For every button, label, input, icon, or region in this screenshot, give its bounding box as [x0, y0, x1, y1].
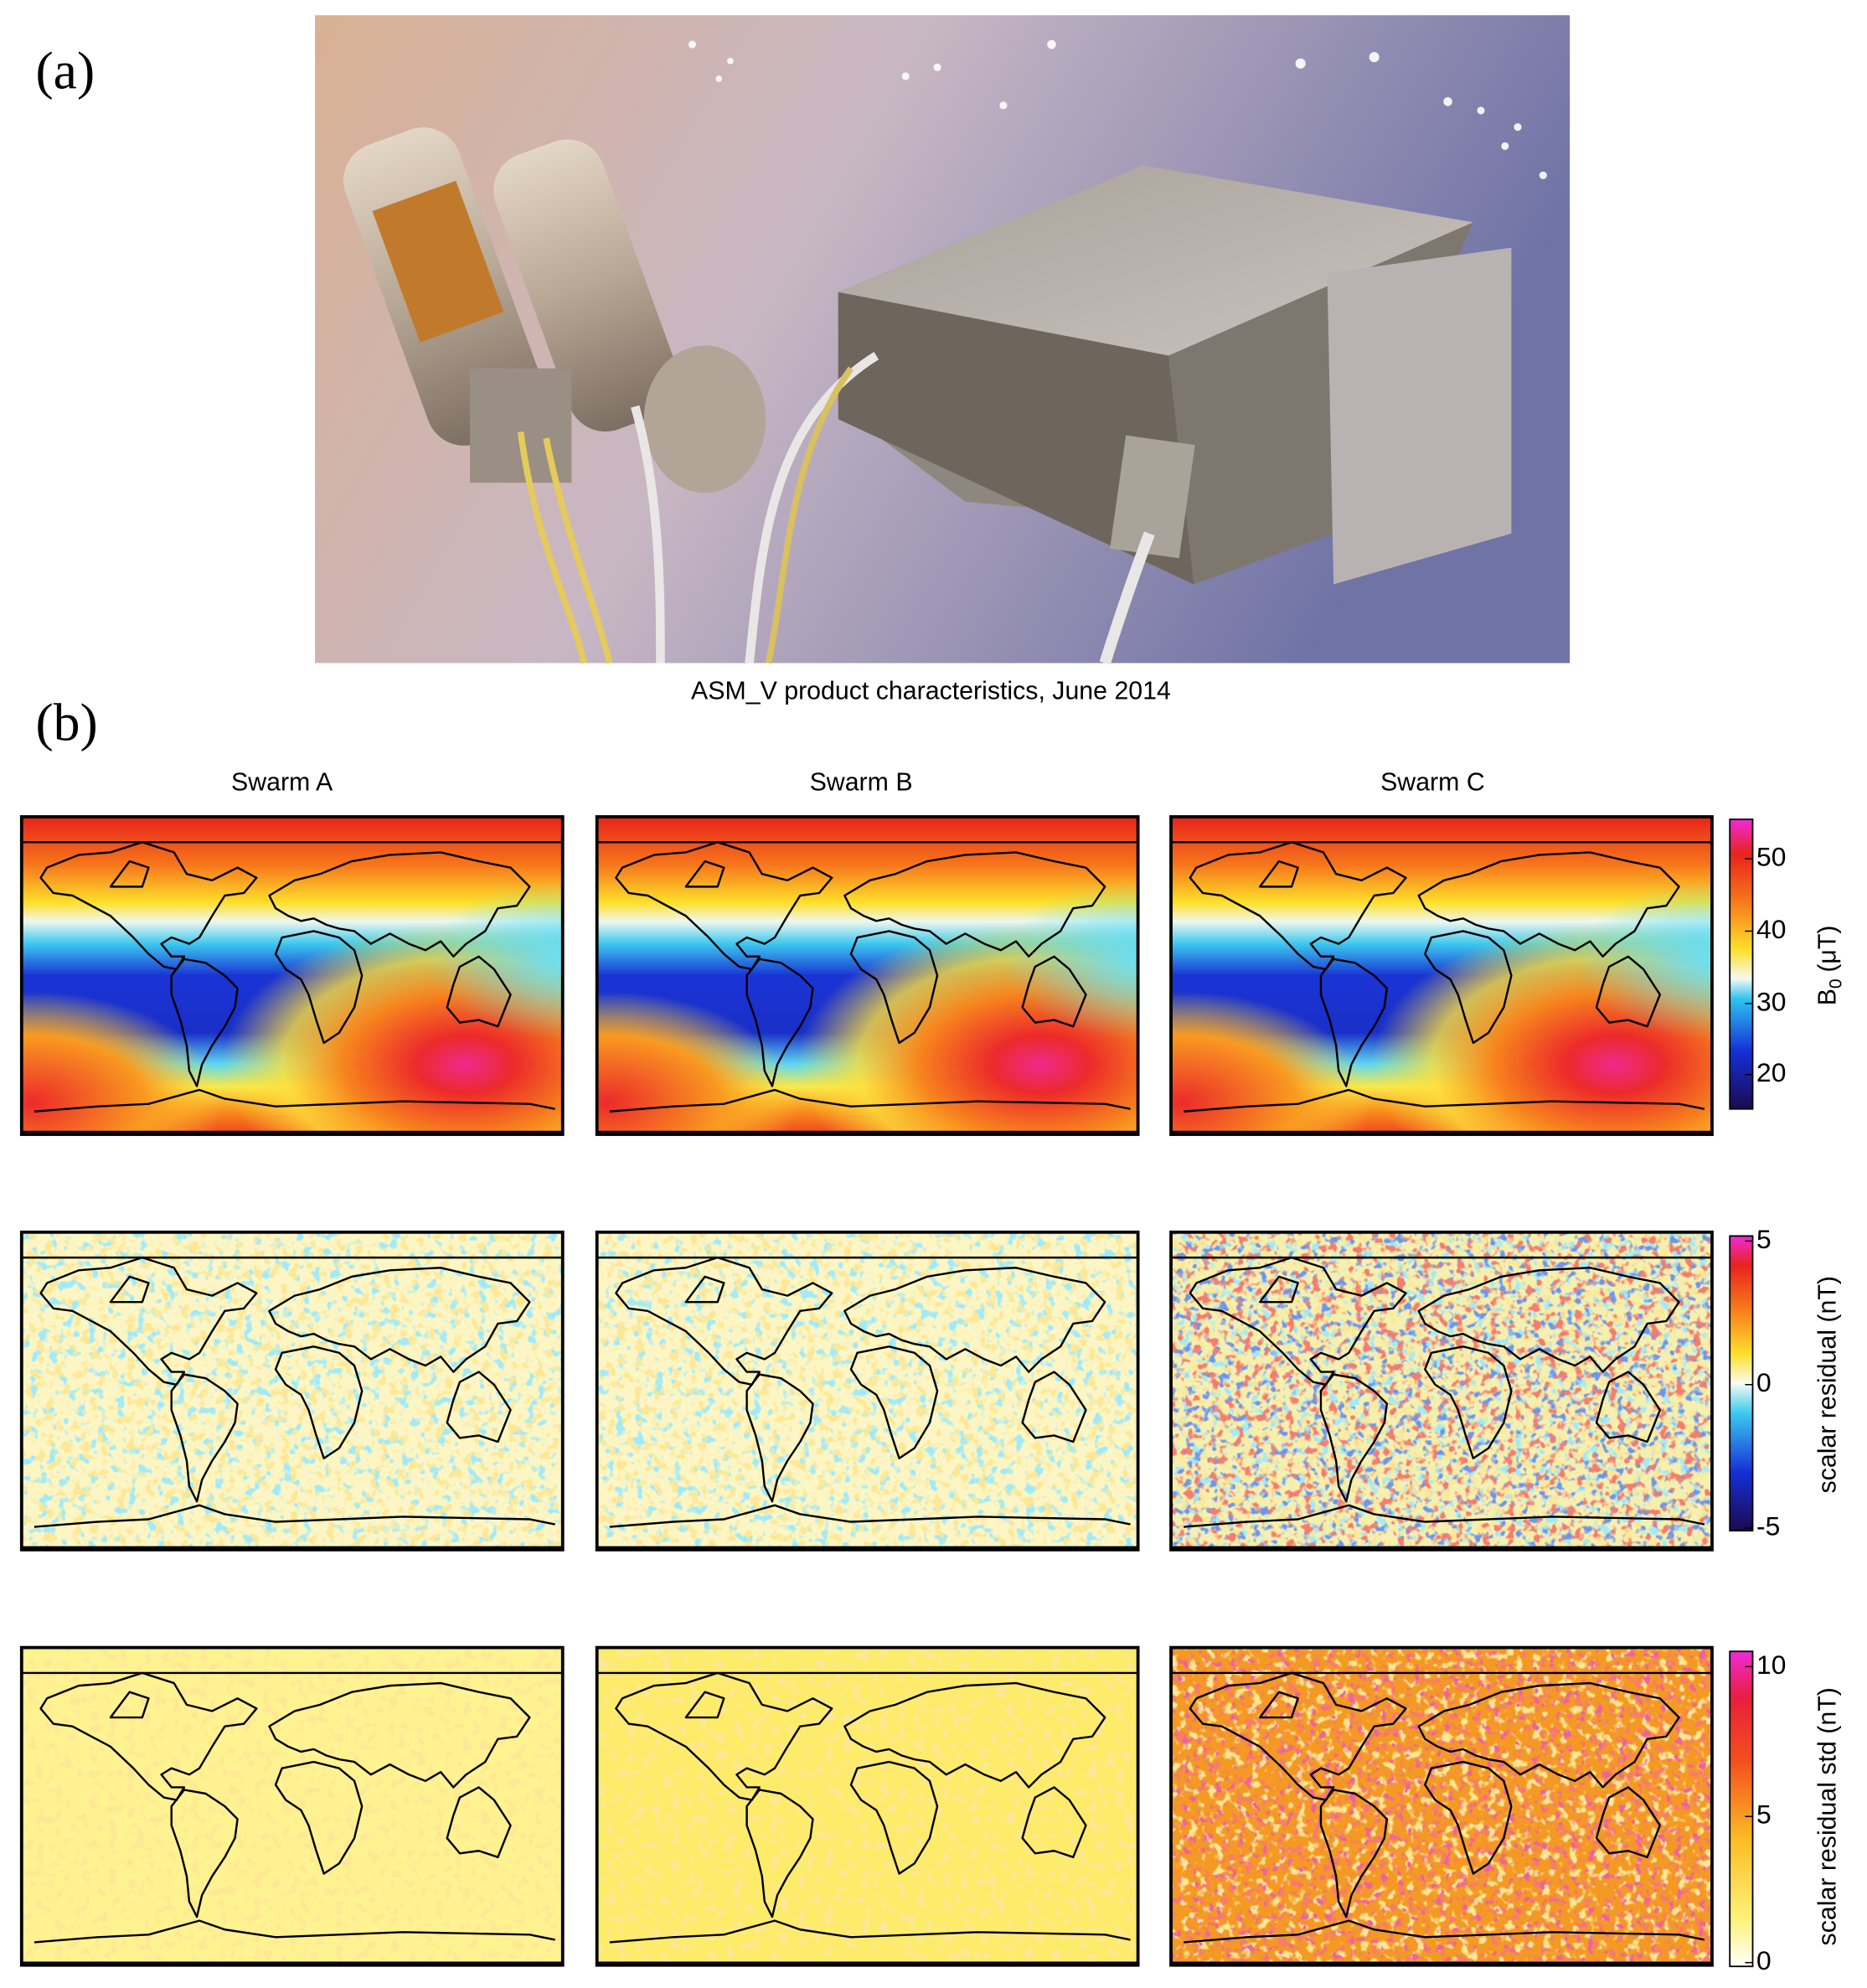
label-subscript: 0 — [1826, 979, 1845, 989]
map-field — [21, 816, 563, 1135]
map-field — [596, 1647, 1138, 1965]
colorbar — [1729, 818, 1754, 1110]
map-frame — [1169, 1645, 1714, 1967]
map — [1169, 1230, 1714, 1552]
map — [595, 1230, 1140, 1552]
colorbar-tick-label: 40 — [1756, 914, 1786, 944]
colorbar-label: B0 (μT) — [1814, 925, 1846, 1005]
colorbar-tick-label: 0 — [1756, 1945, 1772, 1975]
column-title: Swarm C — [1380, 769, 1485, 797]
colorbar-label: scalar residual (nT) — [1814, 1276, 1842, 1493]
map — [19, 1230, 565, 1552]
map-frame — [1169, 815, 1714, 1136]
colorbar — [1729, 1235, 1754, 1532]
panel-label: (a) — [35, 41, 95, 101]
map-field — [596, 816, 1138, 1135]
colorbar-tick-label: 0 — [1756, 1367, 1772, 1397]
column-title: Swarm B — [810, 769, 913, 797]
map-frame — [595, 815, 1140, 1136]
map-frame — [19, 1645, 565, 1967]
map-frame — [595, 1230, 1140, 1552]
column-title: Swarm A — [231, 769, 333, 797]
colorbar-tick-label: 10 — [1756, 1650, 1786, 1680]
caption: ASM_V product characteristics, June 2014 — [691, 677, 1171, 705]
panel-label: (b) — [35, 692, 97, 751]
map-field — [1171, 816, 1712, 1135]
map-field — [1171, 1232, 1712, 1550]
map-frame — [19, 1230, 565, 1552]
map-field — [21, 1647, 563, 1965]
map — [595, 1645, 1140, 1967]
map-frame — [19, 815, 565, 1136]
map-field — [21, 1232, 563, 1550]
colorbar-tick-label: 50 — [1756, 841, 1786, 871]
map-field — [1171, 1647, 1712, 1965]
label-unit: (μT) — [1814, 925, 1842, 972]
colorbar-tick-label: 20 — [1756, 1057, 1786, 1087]
map-frame — [1169, 1230, 1714, 1552]
map — [1169, 1645, 1714, 1967]
map-grid — [19, 815, 1714, 1967]
colorbar — [1729, 1650, 1754, 1968]
colorbar-tick-label: 5 — [1756, 1224, 1772, 1254]
label-symbol: B — [1814, 989, 1842, 1005]
map — [19, 815, 565, 1136]
colorbar-tick-label: 30 — [1756, 986, 1786, 1016]
colorbar-tick-label: -5 — [1756, 1511, 1780, 1541]
map-field — [596, 1232, 1138, 1550]
colorbar-label: scalar residual std (nT) — [1814, 1687, 1842, 1945]
map — [1169, 815, 1714, 1136]
photo — [315, 15, 1570, 665]
map — [595, 815, 1140, 1136]
colorbar-tick-label: 5 — [1756, 1800, 1772, 1830]
map-frame — [595, 1645, 1140, 1967]
map — [19, 1645, 565, 1967]
